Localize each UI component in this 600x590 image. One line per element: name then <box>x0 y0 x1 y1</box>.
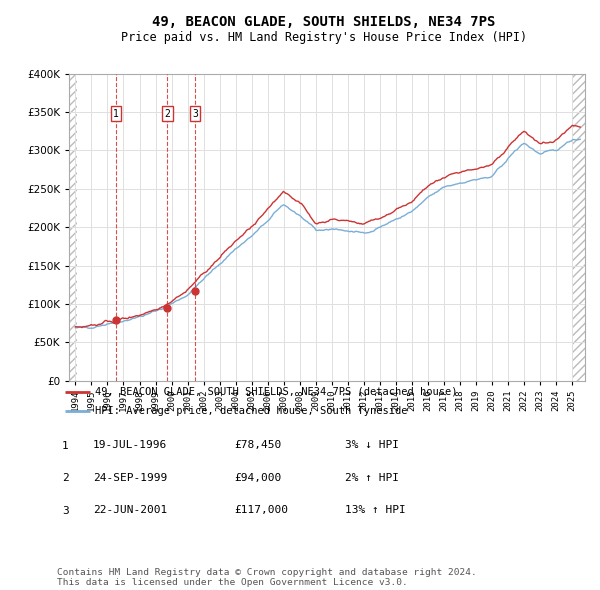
Text: 3: 3 <box>192 109 198 119</box>
Text: 13% ↑ HPI: 13% ↑ HPI <box>345 506 406 515</box>
Text: 24-SEP-1999: 24-SEP-1999 <box>93 473 167 483</box>
Text: 2: 2 <box>164 109 170 119</box>
Text: Price paid vs. HM Land Registry's House Price Index (HPI): Price paid vs. HM Land Registry's House … <box>121 31 527 44</box>
Text: Contains HM Land Registry data © Crown copyright and database right 2024.
This d: Contains HM Land Registry data © Crown c… <box>57 568 477 587</box>
Text: £78,450: £78,450 <box>234 441 281 450</box>
Text: 3: 3 <box>62 506 69 516</box>
Text: £94,000: £94,000 <box>234 473 281 483</box>
Text: 2: 2 <box>62 474 69 483</box>
Text: 1: 1 <box>62 441 69 451</box>
Text: 49, BEACON GLADE, SOUTH SHIELDS, NE34 7PS (detached house): 49, BEACON GLADE, SOUTH SHIELDS, NE34 7P… <box>95 387 457 396</box>
Text: 19-JUL-1996: 19-JUL-1996 <box>93 441 167 450</box>
Text: HPI: Average price, detached house, South Tyneside: HPI: Average price, detached house, Sout… <box>95 405 407 415</box>
Text: £117,000: £117,000 <box>234 506 288 515</box>
Text: 49, BEACON GLADE, SOUTH SHIELDS, NE34 7PS: 49, BEACON GLADE, SOUTH SHIELDS, NE34 7P… <box>152 15 496 29</box>
Text: 2% ↑ HPI: 2% ↑ HPI <box>345 473 399 483</box>
Text: 3% ↓ HPI: 3% ↓ HPI <box>345 441 399 450</box>
Text: 1: 1 <box>113 109 119 119</box>
Text: 22-JUN-2001: 22-JUN-2001 <box>93 506 167 515</box>
